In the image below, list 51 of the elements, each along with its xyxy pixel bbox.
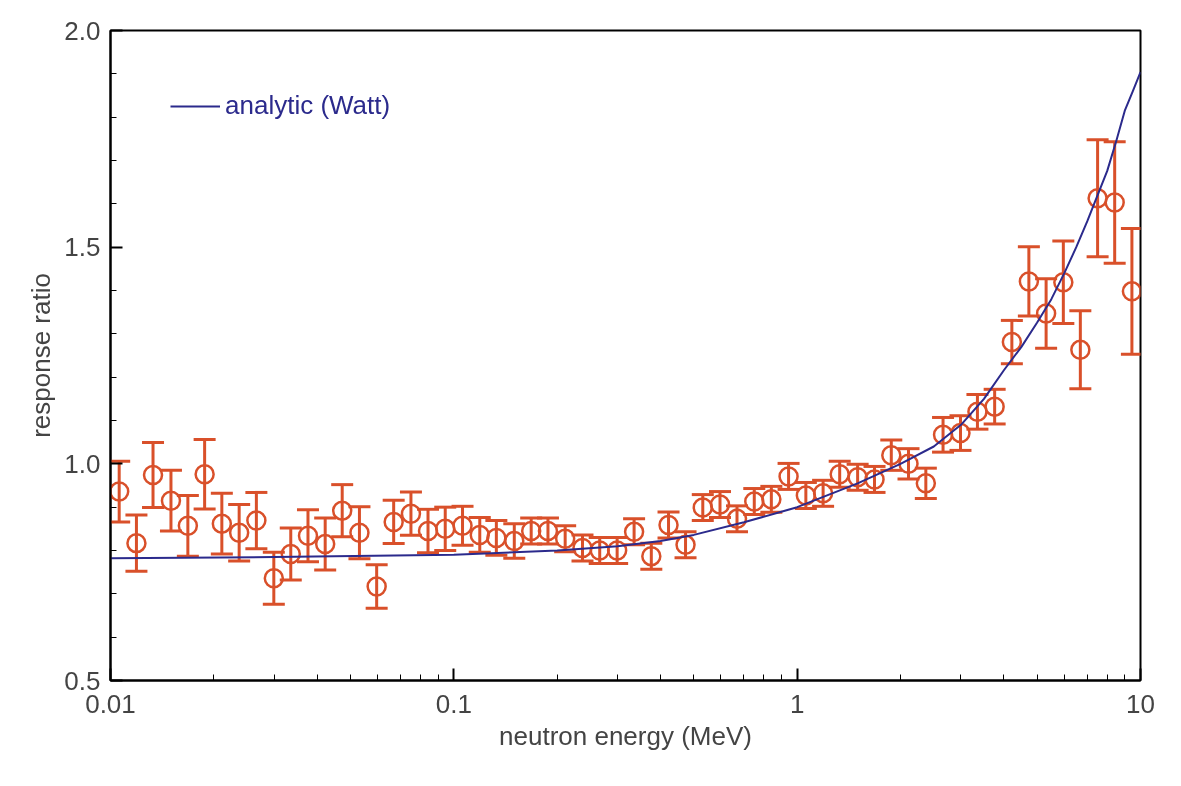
point bbox=[452, 515, 473, 537]
x-axis-title: neutron energy (MeV) bbox=[499, 720, 752, 751]
point bbox=[228, 522, 250, 543]
point bbox=[331, 500, 353, 521]
point bbox=[126, 532, 147, 554]
point bbox=[486, 527, 507, 549]
point bbox=[469, 524, 491, 546]
point bbox=[864, 469, 885, 490]
point bbox=[1087, 187, 1108, 209]
y-tick-label: 1.0 bbox=[64, 448, 101, 479]
point bbox=[366, 576, 387, 597]
point bbox=[778, 466, 799, 487]
x-tick-label: 1 bbox=[789, 688, 805, 719]
point bbox=[211, 513, 233, 534]
point bbox=[383, 511, 404, 533]
point bbox=[110, 481, 130, 502]
point bbox=[417, 520, 439, 542]
point bbox=[915, 473, 937, 494]
point bbox=[829, 464, 850, 485]
point bbox=[246, 510, 267, 531]
point bbox=[1070, 339, 1091, 361]
y-tick-label: 0.5 bbox=[64, 665, 101, 696]
x-tick-label: 10 bbox=[1126, 688, 1155, 719]
legend-label: analytic (Watt) bbox=[225, 90, 391, 121]
point bbox=[692, 497, 714, 518]
point bbox=[280, 543, 302, 565]
point bbox=[349, 522, 370, 543]
point bbox=[1104, 192, 1125, 213]
point bbox=[1121, 281, 1141, 302]
point bbox=[1035, 303, 1057, 324]
y-tick-label: 2.0 bbox=[64, 15, 101, 46]
point bbox=[142, 464, 164, 486]
point bbox=[194, 464, 215, 485]
y-axis-title: response ratio bbox=[26, 273, 57, 438]
point bbox=[847, 467, 868, 488]
point bbox=[400, 503, 422, 524]
point bbox=[1053, 272, 1074, 293]
point bbox=[932, 424, 954, 446]
point bbox=[314, 533, 336, 555]
x-tick-label: 0.1 bbox=[435, 688, 472, 719]
point bbox=[898, 453, 919, 475]
point bbox=[297, 525, 319, 546]
point bbox=[761, 489, 782, 510]
point bbox=[881, 444, 902, 466]
point bbox=[177, 515, 199, 537]
y-tick-label: 1.5 bbox=[64, 232, 101, 263]
point bbox=[1001, 331, 1023, 353]
point bbox=[744, 491, 765, 512]
point bbox=[434, 518, 456, 540]
point bbox=[984, 396, 1005, 417]
point bbox=[160, 490, 182, 511]
